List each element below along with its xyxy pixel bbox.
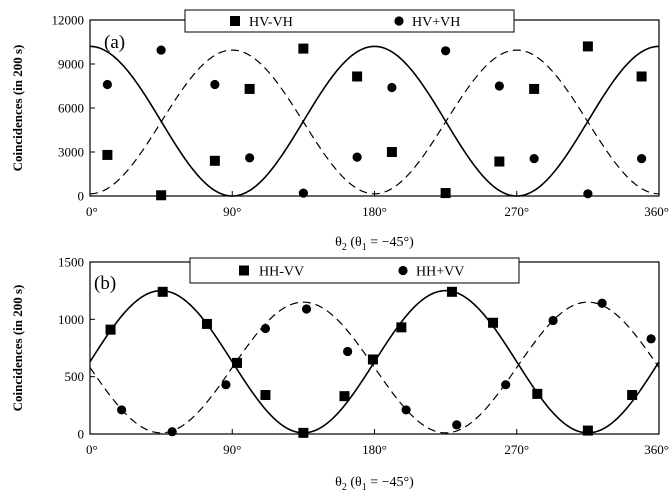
y-tick-label: 0 xyxy=(78,189,85,204)
data-point-hh-vv xyxy=(201,318,212,329)
x-tick-label: 180° xyxy=(362,442,387,457)
data-point-hh-vv xyxy=(396,322,407,333)
x-tick-label: 270° xyxy=(504,204,529,219)
panel-label: (a) xyxy=(104,32,125,53)
x-axis-label: θ2 (θ1 = −45°) xyxy=(335,475,414,493)
x-tick-label: 90° xyxy=(223,442,241,457)
legend-marker-square-icon xyxy=(230,16,240,26)
y-tick-label: 9000 xyxy=(58,57,84,72)
data-point-hh-vv xyxy=(339,391,350,402)
data-point-hh-vv xyxy=(488,317,499,328)
y-tick-label: 6000 xyxy=(58,101,84,116)
data-point-hv-vh xyxy=(244,83,255,94)
data-point-hv-vh xyxy=(529,83,540,94)
legend-label: HH-VV xyxy=(259,265,304,280)
data-point-hh-vv xyxy=(532,388,543,399)
legend-label: HV+VH xyxy=(412,15,460,30)
data-point-hv-vh xyxy=(298,43,309,54)
data-point-hv-vh xyxy=(583,189,593,199)
data-point-hh-vv xyxy=(401,405,411,415)
data-point-hh-vv xyxy=(298,427,309,438)
legend-frame xyxy=(184,9,515,33)
data-point-hv-vh xyxy=(582,41,593,52)
panel-label: (b) xyxy=(94,273,116,294)
data-point-hh-vv xyxy=(231,357,242,368)
data-point-hh-vv xyxy=(167,427,177,437)
data-point-hv-vh xyxy=(298,188,308,198)
x-tick-label: 180° xyxy=(362,204,387,219)
data-point-hh-vv xyxy=(452,420,462,430)
data-point-hv-vh xyxy=(440,188,451,199)
data-point-hv-vh xyxy=(494,156,505,167)
legend-marker-square-icon xyxy=(239,265,249,276)
fit-curve-hv-vh xyxy=(89,49,660,195)
data-point-hh-vv xyxy=(260,323,271,334)
data-point-hh-vv xyxy=(646,334,656,344)
data-point-hh-vv xyxy=(221,380,231,390)
data-point-hv-vh xyxy=(636,71,647,82)
legend-label: HH+VV xyxy=(416,265,464,280)
legend-marker-circle-icon xyxy=(394,16,404,26)
data-point-hv-vh xyxy=(209,155,220,166)
data-point-hv-vh xyxy=(637,154,647,164)
data-point-hh-vv xyxy=(260,390,271,401)
y-tick-label: 1000 xyxy=(58,312,84,327)
data-point-hh-vv xyxy=(301,304,312,314)
x-tick-label: 360° xyxy=(644,442,669,457)
y-axis-label: Coincidences (in 200 s) xyxy=(10,45,25,172)
data-point-hv-vh xyxy=(352,152,362,162)
x-tick-label: 270° xyxy=(504,442,529,457)
data-point-hh-vv xyxy=(582,425,593,436)
data-point-hv-vh xyxy=(245,153,255,163)
data-point-hh-vv xyxy=(343,346,353,357)
data-point-hv-vh xyxy=(494,81,504,91)
legend: HH-VV HH+VV xyxy=(189,257,520,284)
x-tick-label: 0° xyxy=(86,204,98,219)
y-tick-label: 0 xyxy=(78,427,85,442)
data-point-hv-vh xyxy=(352,71,363,82)
data-point-hh-vv xyxy=(367,354,378,365)
x-tick-label: 360° xyxy=(644,204,669,219)
data-point-hv-vh xyxy=(156,45,166,55)
data-point-hv-vh xyxy=(102,149,113,160)
chart-panel-b: 0 500 1000 1500 0° 90° 180° 270° 360° Coincidence… xyxy=(10,255,669,493)
plot-area-frame xyxy=(89,261,660,435)
data-point-hh-vv xyxy=(446,286,457,297)
legend-marker-circle-icon xyxy=(398,265,408,276)
data-point-hv-vh xyxy=(441,46,451,56)
data-point-hh-vv xyxy=(157,286,168,297)
y-tick-label: 1500 xyxy=(58,255,84,270)
legend-label: HV-VH xyxy=(249,15,293,30)
data-point-hh-vv xyxy=(597,298,607,308)
chart-panel-a: 0 3000 6000 9000 12000 0° 90° 180° 270° 360° Coinc… xyxy=(10,9,669,253)
fit-curve-hv-vh xyxy=(89,45,660,197)
y-tick-label: 3000 xyxy=(58,145,84,160)
data-point-hh-vv xyxy=(627,390,638,401)
data-point-hh-vv xyxy=(105,324,116,335)
data-point-hv-vh xyxy=(387,82,397,93)
data-point-hv-vh xyxy=(210,79,220,90)
data-point-hh-vv xyxy=(548,315,558,326)
data-point-hh-vv xyxy=(501,380,511,390)
y-tick-label: 500 xyxy=(65,369,85,384)
data-point-hh-vv xyxy=(117,405,127,415)
legend: HV-VH HV+VH xyxy=(184,9,515,33)
y-tick-label: 12000 xyxy=(52,13,85,28)
x-axis-label: θ2 (θ1 = −45°) xyxy=(335,235,414,253)
x-tick-label: 0° xyxy=(86,442,98,457)
data-point-hv-vh xyxy=(529,154,539,164)
data-point-hv-vh xyxy=(156,190,167,201)
data-point-hv-vh xyxy=(386,147,397,157)
x-tick-label: 90° xyxy=(223,204,241,219)
y-axis-label: Coincidences (in 200 s) xyxy=(10,285,25,412)
data-point-hv-vh xyxy=(102,79,112,90)
fit-curve-hh-vv xyxy=(89,301,660,434)
